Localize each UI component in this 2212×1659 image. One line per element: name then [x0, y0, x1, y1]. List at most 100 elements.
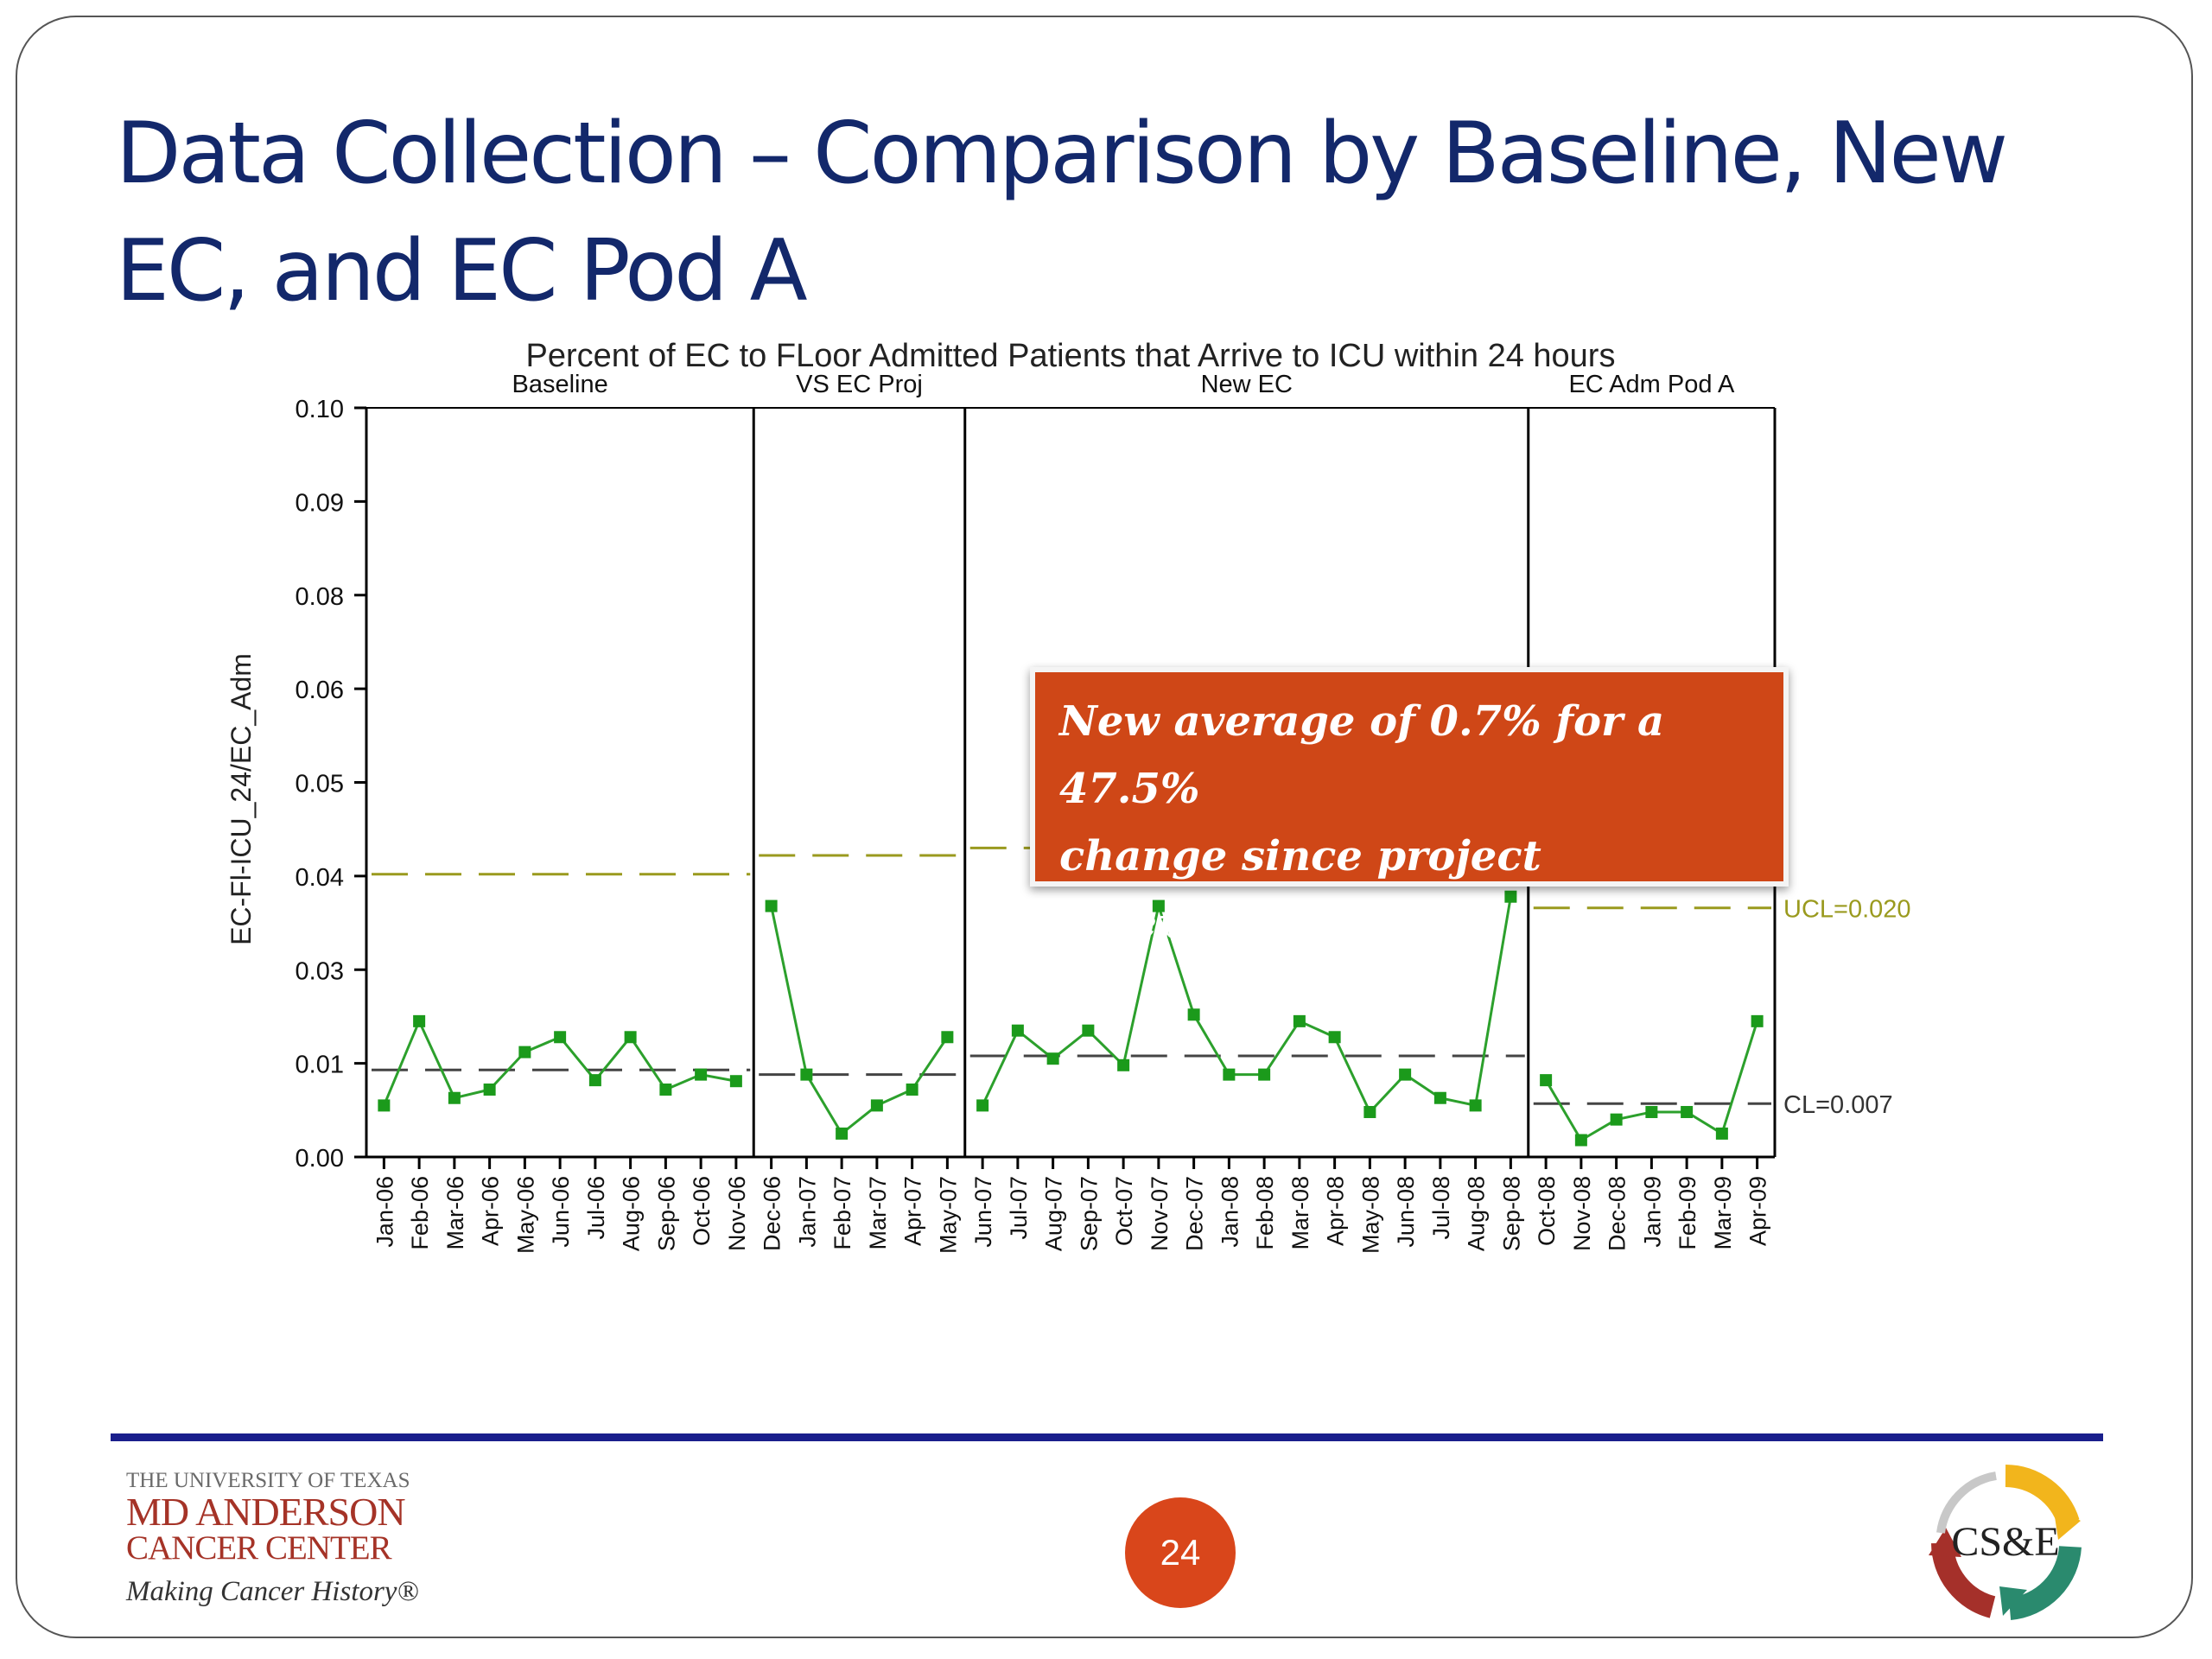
data-point: [588, 1074, 601, 1087]
slide-title-line-1: Data Collection – Comparison by Baseline…: [116, 105, 2008, 203]
x-tick-label: Sep-08: [1498, 1176, 1524, 1251]
md-anderson-logo: THE UNIVERSITY OF TEXAS MD ANDERSON CANC…: [126, 1469, 437, 1608]
data-point: [1540, 1074, 1553, 1087]
data-point: [836, 1127, 849, 1140]
data-point: [1117, 1058, 1130, 1071]
data-point: [1645, 1105, 1658, 1118]
logo-md-anderson-text: MD ANDERSON: [126, 1490, 406, 1534]
y-tick-label: 0.10: [296, 396, 344, 423]
slide-title-line-2: EC, and EC Pod A: [116, 222, 808, 321]
data-point: [554, 1031, 567, 1044]
data-point: [765, 899, 778, 912]
cl-label: CL=0.007: [1783, 1091, 1893, 1119]
x-tick-label: Apr-07: [900, 1176, 926, 1246]
y-tick-label: 0.03: [296, 957, 344, 985]
x-tick-label: May-06: [512, 1176, 538, 1254]
callout-box: New average of 0.7% for a 47.5% change s…: [1030, 667, 1789, 948]
x-tick-label: Jul-07: [1006, 1176, 1032, 1240]
x-tick-label: Jan-07: [794, 1176, 820, 1248]
data-point: [1152, 899, 1165, 912]
x-tick-label: Dec-07: [1182, 1176, 1208, 1251]
phase-label: VS EC Proj: [796, 371, 923, 398]
x-tick-label: Mar-07: [865, 1176, 891, 1250]
x-tick-label: Mar-06: [442, 1176, 468, 1250]
data-point: [1223, 1068, 1236, 1081]
x-tick-label: Dec-06: [760, 1176, 785, 1251]
series-line: [981, 896, 1512, 1115]
y-tick-label: 0.06: [296, 677, 344, 704]
data-point: [1433, 1091, 1446, 1104]
cse-logo-text: CS&E: [1951, 1519, 2059, 1565]
x-tick-label: Feb-08: [1252, 1176, 1278, 1250]
series-line: [770, 906, 949, 1136]
phase-label: New EC: [1201, 371, 1293, 398]
y-tick-label: 0.00: [296, 1145, 344, 1173]
data-point: [1399, 1068, 1412, 1081]
x-tick-label: Jun-07: [970, 1176, 996, 1248]
x-tick-label: Dec-08: [1605, 1176, 1630, 1251]
x-tick-label: Jan-09: [1639, 1176, 1665, 1248]
data-point: [1046, 1052, 1059, 1065]
data-point: [1681, 1105, 1694, 1118]
data-point: [413, 1014, 426, 1027]
y-tick-label: 0.09: [296, 489, 344, 517]
y-tick-label: 0.05: [296, 771, 344, 798]
data-point: [1328, 1031, 1341, 1044]
logo-university-text: THE UNIVERSITY OF TEXAS: [126, 1469, 410, 1492]
x-tick-label: May-08: [1357, 1176, 1383, 1254]
data-point: [624, 1031, 637, 1044]
x-tick-label: Oct-06: [689, 1176, 715, 1246]
data-point: [518, 1046, 531, 1058]
data-point: [695, 1068, 708, 1081]
x-tick-label: May-07: [935, 1176, 961, 1254]
ucl-label: UCL=0.020: [1783, 896, 1911, 924]
callout-line-2: change since project inception: [1059, 832, 1541, 948]
x-tick-label: Aug-07: [1041, 1176, 1067, 1251]
x-tick-label: Sep-06: [653, 1176, 679, 1251]
data-point: [941, 1031, 954, 1044]
x-tick-label: Feb-09: [1675, 1176, 1700, 1250]
chart-title: Percent of EC to FLoor Admitted Patients…: [526, 338, 1616, 374]
data-point: [1715, 1127, 1728, 1140]
y-tick-label: 0.04: [296, 864, 344, 892]
data-point: [378, 1099, 391, 1112]
page-number-badge: 24: [1125, 1497, 1236, 1608]
x-tick-label: Jun-08: [1393, 1176, 1419, 1248]
x-tick-label: Apr-09: [1745, 1176, 1771, 1246]
cse-logo-icon: CS&E: [1929, 1465, 2082, 1620]
x-tick-label: Sep-07: [1076, 1176, 1102, 1251]
data-point: [1082, 1024, 1095, 1037]
phase-label: Baseline: [512, 371, 608, 398]
data-point: [483, 1083, 496, 1096]
data-point: [448, 1091, 461, 1104]
y-tick-label: 0.08: [296, 583, 344, 611]
data-point: [800, 1068, 813, 1081]
data-point: [906, 1083, 918, 1096]
data-point: [1751, 1014, 1764, 1027]
x-tick-label: Aug-06: [619, 1176, 645, 1251]
x-tick-label: Jan-06: [372, 1176, 397, 1248]
slide-title: Data Collection – Comparison by Baseline…: [116, 95, 2103, 330]
y-axis-label: EC-Fl-ICU_24/EC_Adm: [226, 653, 257, 945]
phase-label: EC Adm Pod A: [1568, 371, 1734, 398]
x-tick-label: Nov-06: [724, 1176, 750, 1251]
data-point: [1574, 1134, 1587, 1147]
x-tick-label: Feb-06: [407, 1176, 433, 1250]
x-tick-label: Nov-08: [1569, 1176, 1595, 1251]
data-point: [1469, 1099, 1482, 1112]
x-tick-label: Nov-07: [1147, 1176, 1173, 1251]
x-tick-label: Jun-06: [548, 1176, 574, 1248]
page-number: 24: [1160, 1532, 1201, 1573]
data-point: [1504, 890, 1517, 903]
data-point: [976, 1099, 989, 1112]
data-point: [659, 1083, 672, 1096]
data-point: [1011, 1024, 1024, 1037]
logo-tagline-text: Making Cancer History®: [126, 1576, 419, 1607]
x-tick-label: Apr-08: [1323, 1176, 1349, 1246]
footer-rule: [111, 1433, 2103, 1441]
x-tick-label: Jul-06: [583, 1176, 609, 1240]
data-point: [870, 1099, 883, 1112]
data-point: [1610, 1113, 1623, 1126]
x-tick-label: Apr-06: [478, 1176, 504, 1246]
